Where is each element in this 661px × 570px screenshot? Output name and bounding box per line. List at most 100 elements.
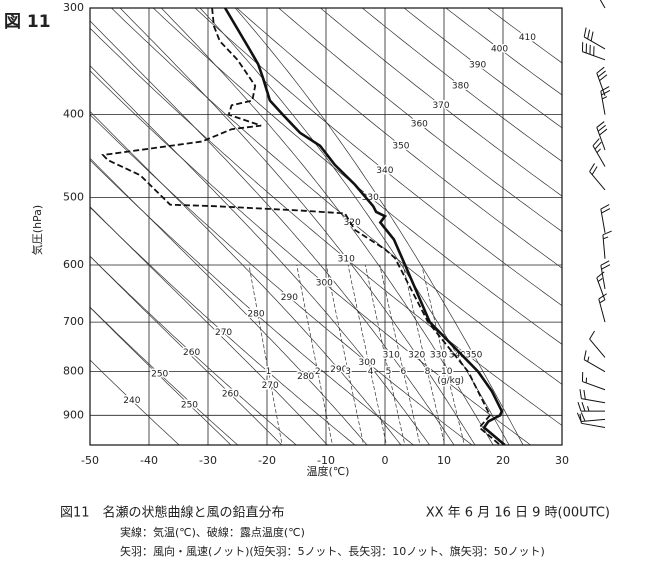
isopleth-label: 260 (222, 390, 239, 400)
isopleth-label: 240 (123, 396, 140, 406)
isopleth-label: 360 (411, 119, 428, 129)
isopleth-label: 300 (316, 279, 333, 289)
isopleth-label: 380 (452, 81, 469, 91)
mixing-ratio-line (248, 264, 283, 445)
isopleth-label: 250 (151, 369, 168, 379)
mixing-ratio-label: 6 (401, 367, 407, 377)
caption-note: 矢羽：風向・風速(ノット)(短矢羽：5ノット、長矢羽：10ノット、旗矢羽：50ノ… (120, 544, 545, 558)
dry-adiabat (487, 8, 562, 64)
isopleth-label: 260 (183, 348, 200, 358)
isopleth-label: 370 (432, 101, 449, 111)
y-tick-label: 700 (63, 315, 84, 328)
temperature-profile (223, 8, 506, 445)
isopleth-label: 320 (344, 218, 361, 228)
caption-title: 図11 名瀬の状態曲線と風の鉛直分布 (60, 505, 285, 521)
wind-barb (600, 204, 611, 233)
wind-barb (602, 230, 612, 259)
isopleth-label: 300 (359, 358, 376, 368)
y-tick-label: 900 (63, 408, 84, 421)
wind-barb (579, 389, 606, 404)
x-tick-label: 20 (496, 454, 510, 467)
dry-adiabat (319, 8, 562, 197)
moist-adiabat (90, 255, 283, 445)
x-tick-label: 10 (437, 454, 451, 467)
isopleth-label: 390 (469, 61, 486, 71)
isopleth-label: 310 (338, 254, 355, 264)
mixing-ratio-label: 8 (425, 367, 431, 377)
dry-adiabat (110, 8, 562, 385)
dry-adiabat (236, 8, 562, 269)
dry-adiabat (90, 70, 532, 445)
dry-adiabat (194, 8, 562, 307)
isopleth-label: 310 (383, 351, 400, 361)
dry-adiabat (90, 206, 356, 445)
wind-barb (583, 27, 606, 50)
dry-adiabat (90, 255, 297, 445)
caption-note: 実線：気温(℃)、破線：露点温度(℃) (120, 525, 305, 539)
wind-barb (581, 42, 606, 61)
dry-adiabat (90, 114, 473, 445)
dry-adiabat (90, 306, 239, 445)
moist-adiabat (90, 20, 455, 445)
mixing-ratio-label: 3 (345, 367, 351, 377)
moist-adiabat (119, 8, 476, 445)
mixing-ratio-line (347, 264, 387, 445)
dry-adiabat (403, 8, 562, 129)
wind-barb (598, 293, 607, 323)
isopleth-label: 330 (362, 193, 379, 203)
isopleth-label: 330 (430, 351, 447, 361)
mixing-ratio-line (325, 264, 364, 445)
isopleth-label: 350 (392, 141, 409, 151)
dewpoint-profile (101, 8, 501, 445)
y-tick-label: 300 (63, 1, 84, 14)
isopleth-label: 250 (181, 400, 198, 410)
dry-adiabat (445, 8, 562, 96)
mixing-ratio-label: 2 (315, 367, 321, 377)
plot-frame (89, 7, 563, 446)
isopleth-label: 340 (376, 166, 393, 176)
wind-barb (599, 0, 606, 9)
mixing-ratio-label: 1 (266, 367, 272, 377)
isopleth-label: 400 (491, 44, 508, 54)
mixing-ratio-line (379, 264, 421, 445)
x-tick-label: 30 (555, 454, 569, 467)
moist-adiabat (90, 110, 402, 445)
mixing-ratio-label: 4 (368, 367, 374, 377)
isopleth-label: 270 (262, 381, 279, 391)
wind-barb (589, 330, 606, 358)
isopleth-label: 350 (465, 351, 482, 361)
dry-adiabat (90, 159, 415, 445)
y-tick-label: 500 (63, 190, 84, 203)
wind-barb (596, 66, 608, 96)
wind-barb (576, 412, 606, 423)
wind-barb (596, 121, 608, 151)
figure-label: 図 11 (4, 12, 51, 32)
dry-adiabat (152, 8, 562, 345)
dry-adiabat (278, 8, 562, 232)
y-tick-label: 600 (63, 258, 84, 271)
y-tick-label: 800 (63, 365, 84, 378)
isopleth-label: 270 (215, 328, 232, 338)
isopleth-label: 290 (281, 293, 298, 303)
mixing-ratio-label: 10 (441, 367, 453, 377)
mixing-ratio-unit: (g/kg) (437, 376, 464, 386)
isopleth-label: 280 (247, 310, 264, 320)
x-tick-label: -30 (199, 454, 217, 467)
moist-adiabat (90, 306, 232, 445)
moist-adiabat (234, 8, 524, 445)
wind-barb (583, 350, 606, 373)
mixing-ratio-line (421, 264, 465, 445)
y-axis-label: 気圧(hPa) (30, 205, 44, 255)
x-tick-label: -10 (317, 454, 335, 467)
x-tick-label: -20 (258, 454, 276, 467)
x-tick-label: -50 (81, 454, 99, 467)
wind-barb (579, 413, 606, 428)
mixing-ratio-line (365, 264, 406, 445)
wind-barb (577, 402, 605, 412)
mixing-ratio-line (296, 264, 333, 445)
moist-adiabat (90, 206, 328, 445)
wind-barb (589, 163, 606, 191)
isopleth-label: 320 (408, 351, 425, 361)
isopleth-label: 410 (519, 33, 536, 43)
